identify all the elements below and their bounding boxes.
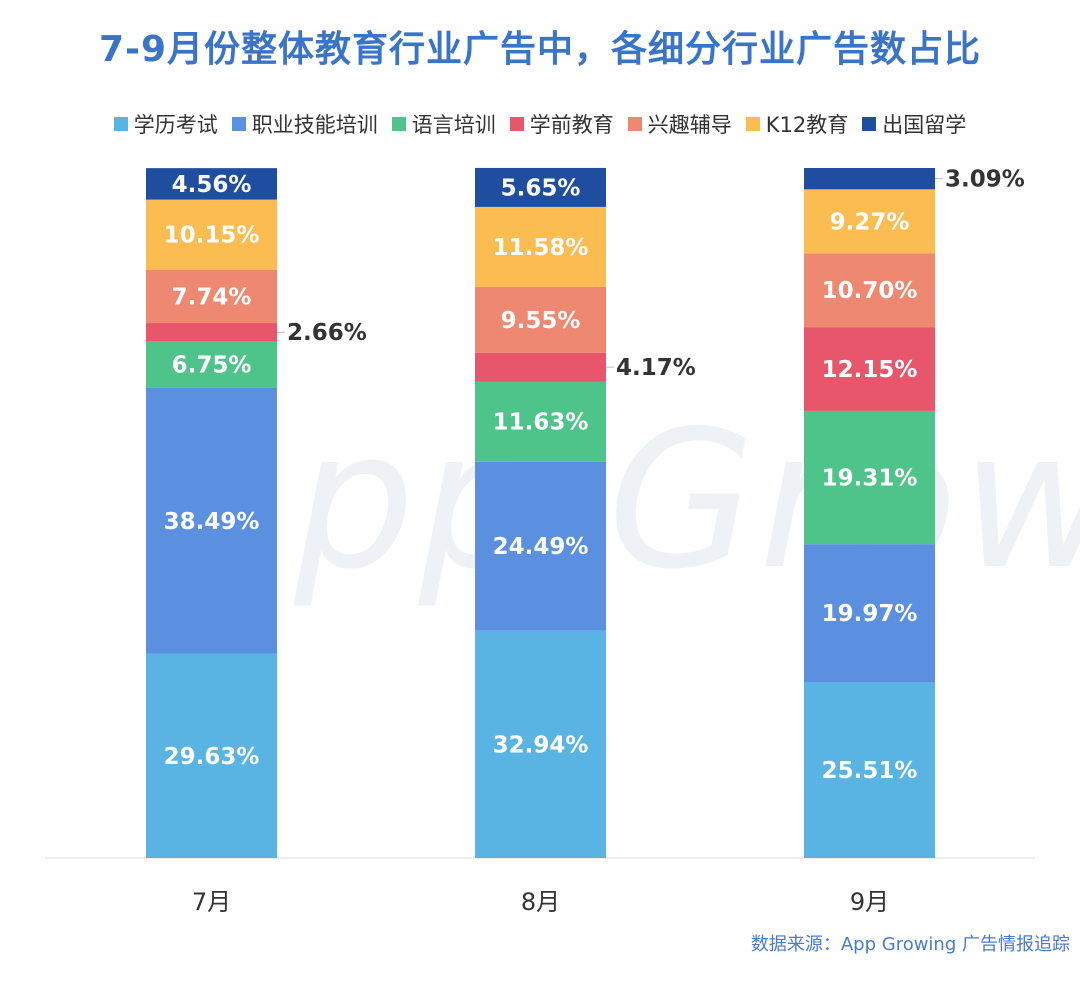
legend-item: 语言培训 (391, 109, 496, 139)
data-label: 19.31% (822, 466, 918, 492)
legend-label: K12教育 (765, 113, 849, 137)
legend-label: 兴趣辅导 (647, 113, 732, 137)
data-label: 10.15% (164, 223, 260, 249)
data-label: 29.63% (164, 744, 260, 770)
bar-segment (475, 167, 606, 207)
legend-label: 学前教育 (529, 113, 614, 137)
data-label: 7.74% (172, 284, 252, 310)
legend-swatch (745, 117, 760, 131)
bar-segment (475, 461, 606, 631)
legend-label: 学历考试 (133, 113, 218, 137)
data-label: 25.51% (822, 758, 918, 784)
data-label: 6.75% (172, 353, 252, 379)
legend-item: 出国留学 (862, 109, 966, 139)
bar-segment (804, 168, 935, 190)
bar-segment (146, 387, 277, 654)
legend-label: 出国留学 (882, 113, 967, 137)
bar-segment (804, 681, 935, 858)
chart-title: 7-9月份整体教育行业广告中，各细分行业广告数占比 (98, 29, 982, 70)
legend-label: 职业技能培训 (251, 113, 378, 137)
data-label: 5.65% (501, 175, 581, 201)
data-label: 3.09% (945, 167, 1025, 193)
data-label: 24.49% (493, 534, 589, 560)
bar-segment (804, 327, 935, 411)
x-tick-label: 9月 (850, 888, 889, 916)
bar-segment (475, 630, 606, 858)
chart-legend: 学历考试 职业技能培训 语言培训 学前教育 兴趣辅导 K12教育 出国留学 (0, 108, 1080, 140)
bar-segment (804, 410, 935, 545)
bar-segment (475, 206, 606, 287)
data-label: 2.66% (287, 320, 367, 346)
bar-segment (146, 653, 277, 858)
bar-segment (804, 544, 935, 682)
legend-swatch (509, 117, 524, 131)
data-label: 4.56% (172, 172, 252, 198)
legend-item: 职业技能培训 (231, 109, 378, 139)
data-label: 12.15% (822, 357, 918, 383)
data-label: 10.70% (822, 278, 918, 304)
bar-segment (146, 199, 277, 270)
bar-segment (475, 286, 606, 353)
bar-segment (475, 352, 606, 382)
bar-segment (475, 381, 606, 462)
data-label: 9.55% (501, 308, 581, 334)
bar-segment (146, 341, 277, 388)
data-label: 9.27% (830, 209, 910, 235)
legend-item: K12教育 (745, 109, 849, 139)
legend-item: 兴趣辅导 (627, 109, 732, 139)
x-tick-label: 8月 (521, 888, 560, 916)
legend-item: 学前教育 (509, 109, 614, 139)
legend-item: 学历考试 (113, 109, 218, 139)
legend-label: 语言培训 (411, 113, 496, 137)
data-label: 32.94% (493, 732, 589, 758)
data-label: 38.49% (164, 509, 260, 535)
legend-swatch (231, 117, 246, 131)
data-label: 19.97% (822, 601, 918, 627)
legend-swatch (862, 117, 877, 131)
bar-segment (146, 168, 277, 200)
data-label: 11.58% (493, 235, 589, 261)
legend-swatch (391, 117, 406, 131)
legend-swatch (627, 117, 642, 131)
bar-segment (146, 269, 277, 324)
bar-segment (804, 253, 935, 328)
x-tick-label: 7月 (192, 888, 231, 916)
data-source-note: 数据来源：App Growing 广告情报追踪 (750, 934, 1070, 955)
legend-swatch (113, 117, 128, 131)
bar-segment (804, 189, 935, 254)
data-label: 4.17% (616, 355, 696, 381)
data-label: 11.63% (493, 410, 589, 436)
bar-segment (146, 323, 277, 342)
